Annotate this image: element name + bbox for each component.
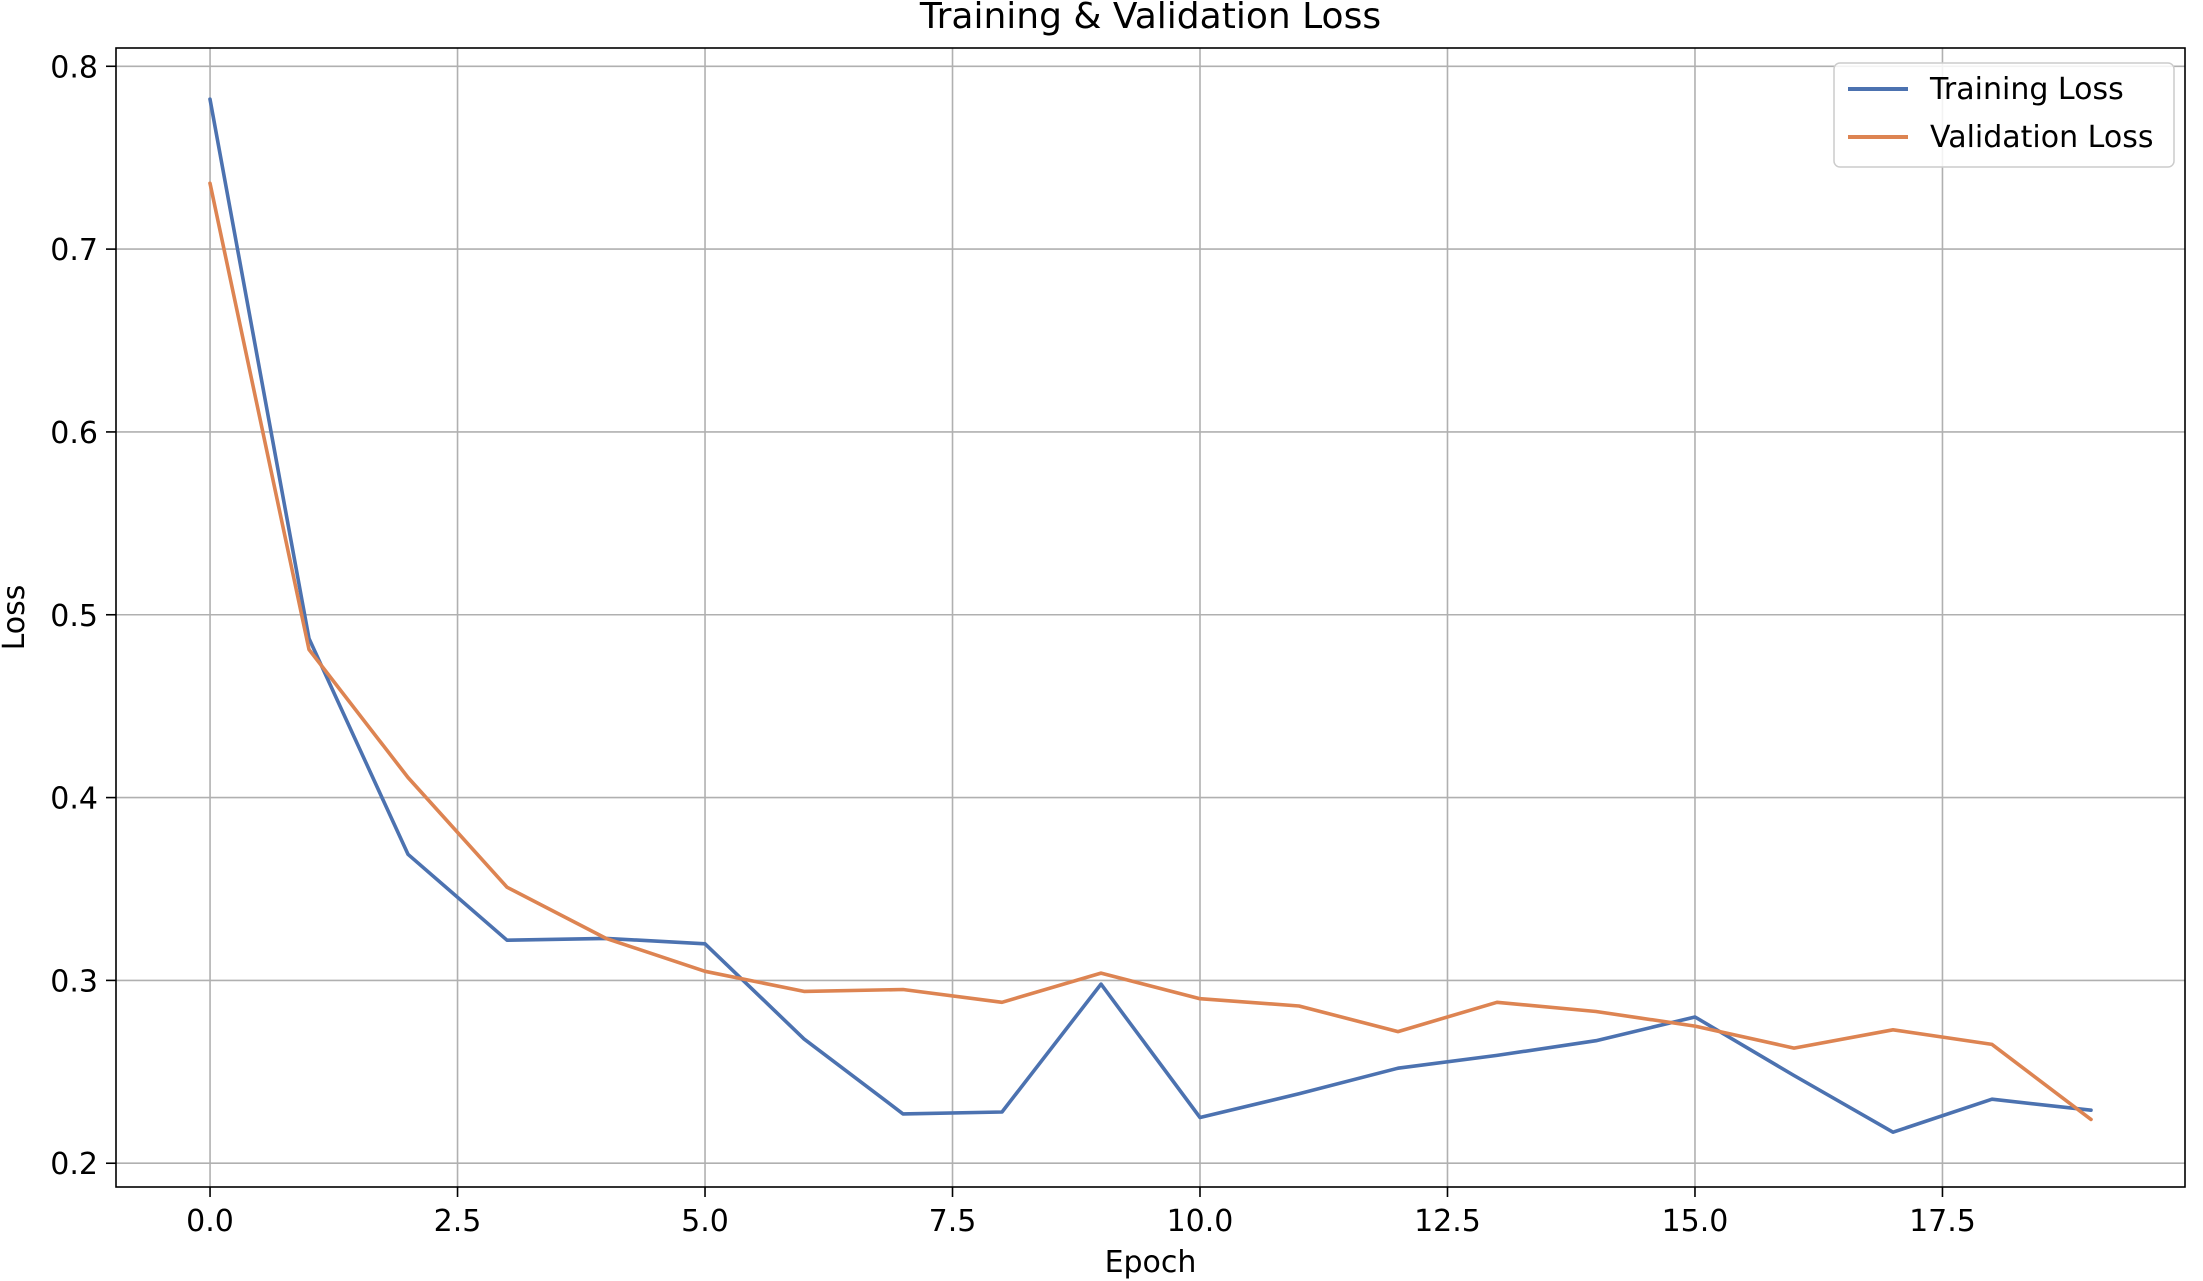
x-tick-label: 10.0	[1167, 1204, 1234, 1239]
grid	[116, 48, 2185, 1187]
x-tick-label: 7.5	[929, 1204, 977, 1239]
x-tick-label: 12.5	[1414, 1204, 1481, 1239]
y-tick-label: 0.3	[50, 964, 98, 999]
series-lines	[208, 97, 2093, 1134]
plot-frame	[115, 47, 2186, 1188]
series-line-validation-loss	[208, 181, 2093, 1122]
x-tick-label: 5.0	[681, 1204, 729, 1239]
legend-box	[1833, 62, 2175, 168]
axis-ticks: 0.0 2.5 5.0 7.5 10.0 12.5 15.0 17.5 0.2 0.3 0.4 0.5…	[50, 50, 1976, 1239]
y-axis-label: Loss	[0, 585, 32, 651]
legend-label-training-loss: Training Loss	[1929, 72, 2124, 107]
y-tick-label: 0.5	[50, 599, 98, 634]
y-tick-label: 0.2	[50, 1147, 98, 1182]
legend-label-validation-loss: Validation Loss	[1930, 120, 2153, 155]
y-tick-label: 0.4	[50, 782, 98, 817]
series-line-training-loss	[208, 97, 2093, 1134]
y-tick-label: 0.8	[50, 50, 98, 85]
chart-title: Training & Validation Loss	[919, 0, 1381, 37]
x-tick-label: 17.5	[1909, 1204, 1976, 1239]
y-tick-label: 0.7	[50, 233, 98, 268]
x-tick-label: 2.5	[434, 1204, 482, 1239]
legend: Training Loss Validation Loss	[1833, 62, 2175, 168]
x-tick-label: 0.0	[186, 1204, 234, 1239]
x-tick-label: 15.0	[1662, 1204, 1729, 1239]
x-axis-label: Epoch	[1105, 1245, 1197, 1280]
y-tick-label: 0.6	[50, 416, 98, 451]
